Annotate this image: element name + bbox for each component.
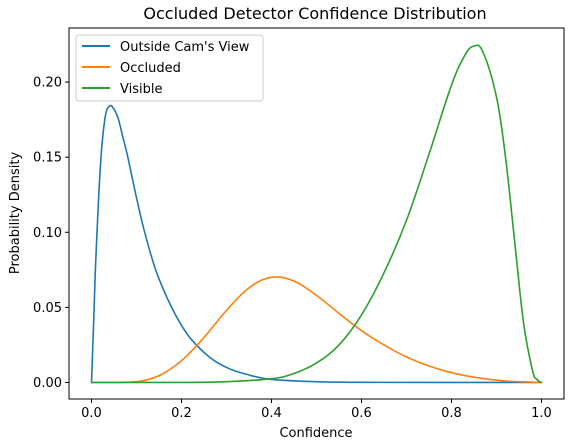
x-tick-label: 1.0	[531, 406, 552, 421]
y-axis-label: Probability Density	[8, 152, 23, 275]
y-tick-label: 0.10	[33, 226, 62, 241]
y-tick-label: 0.20	[33, 76, 62, 91]
axes-frame	[68, 27, 565, 400]
x-tick-label: 0.8	[441, 406, 462, 421]
series-line-visible	[90, 44, 543, 384]
y-tick-label: 0.15	[33, 151, 62, 166]
legend-label-visible: Visible	[120, 82, 162, 97]
y-tick-label: 0.05	[33, 301, 62, 316]
legend-box	[75, 34, 264, 102]
x-tick-label: 0.2	[171, 406, 192, 421]
x-axis-label: Confidence	[279, 426, 352, 441]
legend-label-outside: Outside Cam's View	[120, 40, 250, 55]
y-tick-label: 0.00	[33, 376, 62, 391]
x-tick-label: 0.0	[81, 406, 102, 421]
series-line-outside	[90, 104, 543, 384]
legend-label-occluded: Occluded	[120, 61, 181, 76]
y-axis-ticks: 0.00 0.05 0.10 0.15 0.20	[33, 76, 69, 391]
legend: Outside Cam's View Occluded Visible	[75, 34, 264, 102]
x-tick-label: 0.4	[261, 406, 282, 421]
x-tick-label: 0.6	[351, 406, 372, 421]
plot-area	[90, 44, 543, 384]
x-axis-ticks: 0.0 0.2 0.4 0.6 0.8 1.0	[81, 399, 552, 421]
chart-title: Occluded Detector Confidence Distributio…	[143, 4, 486, 23]
series-line-occluded	[90, 276, 543, 384]
